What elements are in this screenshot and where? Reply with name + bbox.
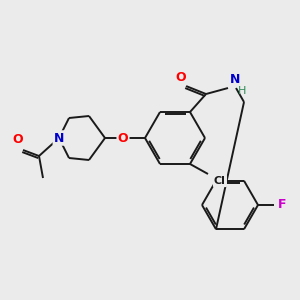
Text: H: H (238, 86, 246, 96)
Text: N: N (230, 73, 240, 86)
Text: F: F (278, 199, 286, 212)
Text: Cl: Cl (214, 176, 226, 186)
Text: N: N (54, 131, 64, 145)
Text: O: O (13, 133, 23, 146)
Text: O: O (176, 71, 186, 84)
Text: O: O (118, 131, 128, 145)
